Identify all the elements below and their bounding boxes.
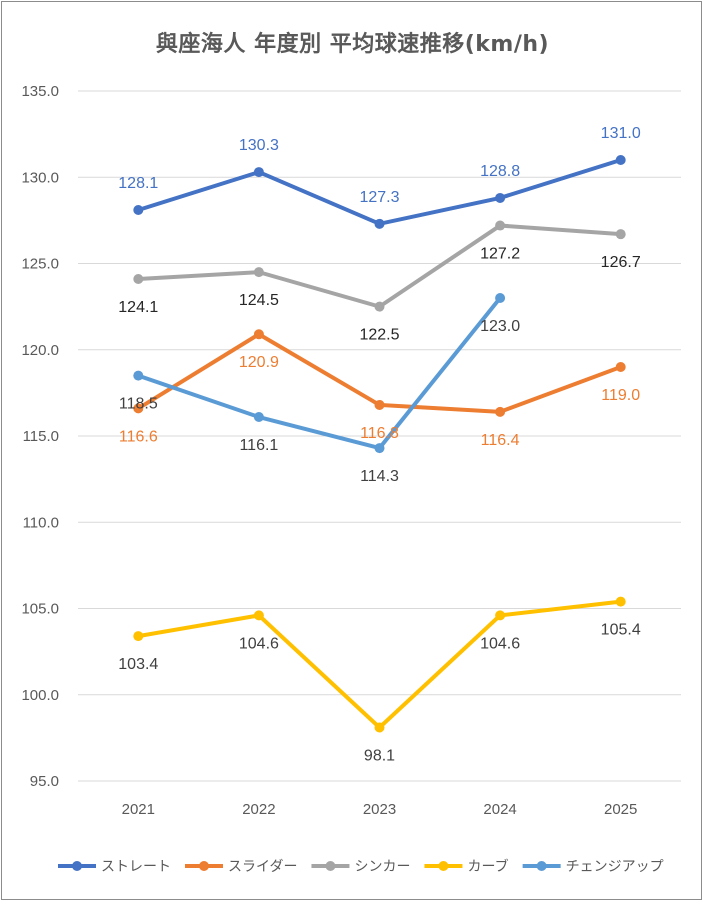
data-point [253, 329, 264, 340]
legend-swatch-marker [325, 861, 336, 871]
data-label: 116.1 [239, 437, 278, 454]
data-label: 120.9 [239, 354, 279, 371]
chart-title: 與座海人 年度別 平均球速推移(km/h) [155, 32, 550, 57]
y-tick-label: 125.0 [21, 256, 59, 273]
data-point [374, 218, 385, 229]
data-label: 128.1 [118, 175, 158, 192]
data-label: 104.6 [480, 635, 520, 652]
data-point [615, 155, 626, 165]
data-label: 122.5 [359, 327, 399, 344]
data-point [133, 205, 144, 216]
x-tick-label: 2021 [122, 801, 155, 818]
x-tick-label: 2023 [363, 801, 396, 818]
legend-label: ストレート [101, 859, 171, 875]
data-point [253, 167, 264, 178]
data-point [253, 610, 264, 621]
y-tick-label: 110.0 [23, 514, 59, 531]
data-point [374, 443, 385, 454]
data-point [374, 722, 385, 733]
y-tick-label: 100.0 [21, 687, 59, 704]
legend-swatch-marker [536, 861, 547, 871]
data-point [374, 399, 385, 410]
series-line [136, 223, 623, 309]
data-point [495, 406, 506, 417]
legend-swatch-marker [199, 861, 209, 871]
data-label: 105.4 [601, 622, 641, 639]
data-label: 116.8 [360, 425, 399, 442]
data-point [615, 229, 626, 240]
x-tick-label: 2024 [483, 801, 516, 818]
data-label: 127.3 [359, 189, 399, 206]
legend-label: シンカー [354, 859, 410, 875]
data-label: 124.1 [118, 299, 158, 316]
data-point [133, 274, 144, 285]
y-tick-label: 135.0 [21, 83, 59, 100]
legend-label: チェンジアップ [566, 859, 664, 875]
data-label: 128.8 [480, 163, 520, 180]
series-line [136, 599, 623, 730]
data-label: 118.5 [119, 396, 158, 413]
data-label: 126.7 [601, 254, 641, 271]
data-point [133, 631, 144, 642]
data-point [133, 370, 144, 381]
data-point [495, 293, 506, 303]
x-tick-label: 2022 [242, 801, 275, 818]
y-tick-label: 115.0 [23, 428, 59, 445]
data-label: 130.3 [239, 137, 279, 154]
data-label: 98.1 [364, 748, 395, 765]
data-point [495, 610, 506, 621]
legend-label: カーブ [467, 858, 508, 875]
data-point [253, 267, 264, 278]
data-label: 114.3 [360, 468, 399, 485]
data-label: 116.6 [119, 428, 158, 445]
data-point [495, 220, 506, 231]
data-label: 124.5 [239, 292, 279, 309]
data-point [133, 403, 144, 414]
y-tick-label: 120.0 [21, 342, 59, 359]
legend-swatch-marker [438, 861, 449, 871]
data-label: 131.0 [601, 125, 641, 142]
data-label: 104.6 [239, 635, 279, 652]
data-point [374, 301, 385, 312]
data-label: 119.0 [601, 387, 640, 404]
y-tick-label: 130.0 [21, 169, 59, 186]
data-label: 127.2 [480, 246, 520, 263]
y-tick-label: 105.0 [21, 601, 59, 618]
data-label: 123.0 [480, 318, 520, 335]
y-tick-label: 95.0 [30, 773, 59, 790]
data-point [253, 412, 264, 423]
legend-swatch-marker [72, 861, 82, 871]
data-label: 116.4 [481, 432, 520, 449]
data-point [615, 362, 626, 372]
x-tick-label: 2025 [604, 801, 637, 818]
legend-label: スライダー [228, 859, 297, 875]
series-line [136, 296, 503, 451]
data-point [495, 192, 506, 203]
data-point [615, 596, 626, 607]
data-label: 103.4 [118, 656, 158, 673]
